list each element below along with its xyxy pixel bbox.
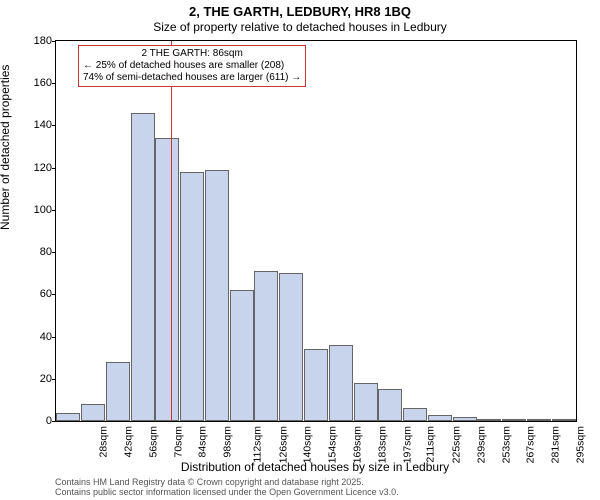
y-tick-label: 100: [34, 204, 52, 216]
bar: [304, 349, 328, 421]
x-tick-label: 28sqm: [98, 426, 110, 458]
x-tick-label: 98sqm: [222, 426, 234, 458]
x-tick-label: 56sqm: [147, 426, 159, 458]
bar: [502, 419, 526, 421]
y-tick-label: 160: [34, 77, 52, 89]
x-tick-label: 70sqm: [172, 426, 184, 458]
bar: [552, 419, 576, 421]
x-tick-label: 295sqm: [574, 426, 586, 463]
bar: [329, 345, 353, 421]
bar: [106, 362, 130, 421]
annotation-line: 2 THE GARTH: 86sqm: [83, 48, 301, 60]
x-tick-label: 42sqm: [123, 426, 135, 458]
x-tick-label: 253sqm: [500, 426, 512, 463]
chart-container: 2, THE GARTH, LEDBURY, HR8 1BQ Size of p…: [0, 0, 600, 500]
y-tick-label: 180: [34, 35, 52, 47]
x-tick-label: 169sqm: [351, 426, 363, 463]
bar: [56, 413, 80, 421]
y-tick-label: 140: [34, 119, 52, 131]
bar: [180, 172, 204, 421]
x-tick-label: 239sqm: [475, 426, 487, 463]
annotation-line: ← 25% of detached houses are smaller (20…: [83, 60, 301, 72]
x-tick-label: 154sqm: [327, 426, 339, 463]
annotation-box: 2 THE GARTH: 86sqm← 25% of detached hous…: [78, 45, 306, 87]
bar: [354, 383, 378, 421]
bar: [205, 170, 229, 421]
footer-text: Contains HM Land Registry data © Crown c…: [55, 478, 399, 498]
x-tick-label: 140sqm: [302, 426, 314, 463]
chart-title: 2, THE GARTH, LEDBURY, HR8 1BQ: [0, 4, 600, 19]
bar: [230, 290, 254, 421]
y-tick-label: 60: [40, 288, 52, 300]
x-axis-label: Distribution of detached houses by size …: [55, 460, 575, 474]
annotation-line: 74% of semi-detached houses are larger (…: [83, 72, 301, 84]
x-tick-label: 267sqm: [525, 426, 537, 463]
chart-subtitle: Size of property relative to detached ho…: [0, 20, 600, 34]
x-tick-label: 281sqm: [549, 426, 561, 463]
y-tick-label: 40: [40, 331, 52, 343]
bar: [527, 419, 551, 421]
x-tick-label: 197sqm: [401, 426, 413, 463]
y-axis-label: Number of detached properties: [0, 65, 12, 230]
bar: [279, 273, 303, 421]
bar: [403, 408, 427, 421]
reference-line: [171, 41, 172, 421]
footer-line-2: Contains public sector information licen…: [55, 488, 399, 498]
bar: [453, 417, 477, 421]
bar: [155, 138, 179, 421]
y-tick-label: 120: [34, 162, 52, 174]
x-tick-label: 126sqm: [277, 426, 289, 463]
bar: [477, 419, 501, 421]
bar: [81, 404, 105, 421]
bar: [131, 113, 155, 421]
x-tick-label: 225sqm: [450, 426, 462, 463]
x-tick-label: 183sqm: [376, 426, 388, 463]
x-tick-label: 112sqm: [252, 426, 264, 463]
plot-area: 02040608010012014016018028sqm42sqm56sqm7…: [55, 40, 577, 422]
y-tick-label: 80: [40, 246, 52, 258]
bar: [254, 271, 278, 421]
bar: [428, 415, 452, 421]
y-tick-label: 20: [40, 373, 52, 385]
x-tick-label: 211sqm: [425, 426, 437, 463]
bar: [378, 389, 402, 421]
x-tick-label: 84sqm: [197, 426, 209, 458]
